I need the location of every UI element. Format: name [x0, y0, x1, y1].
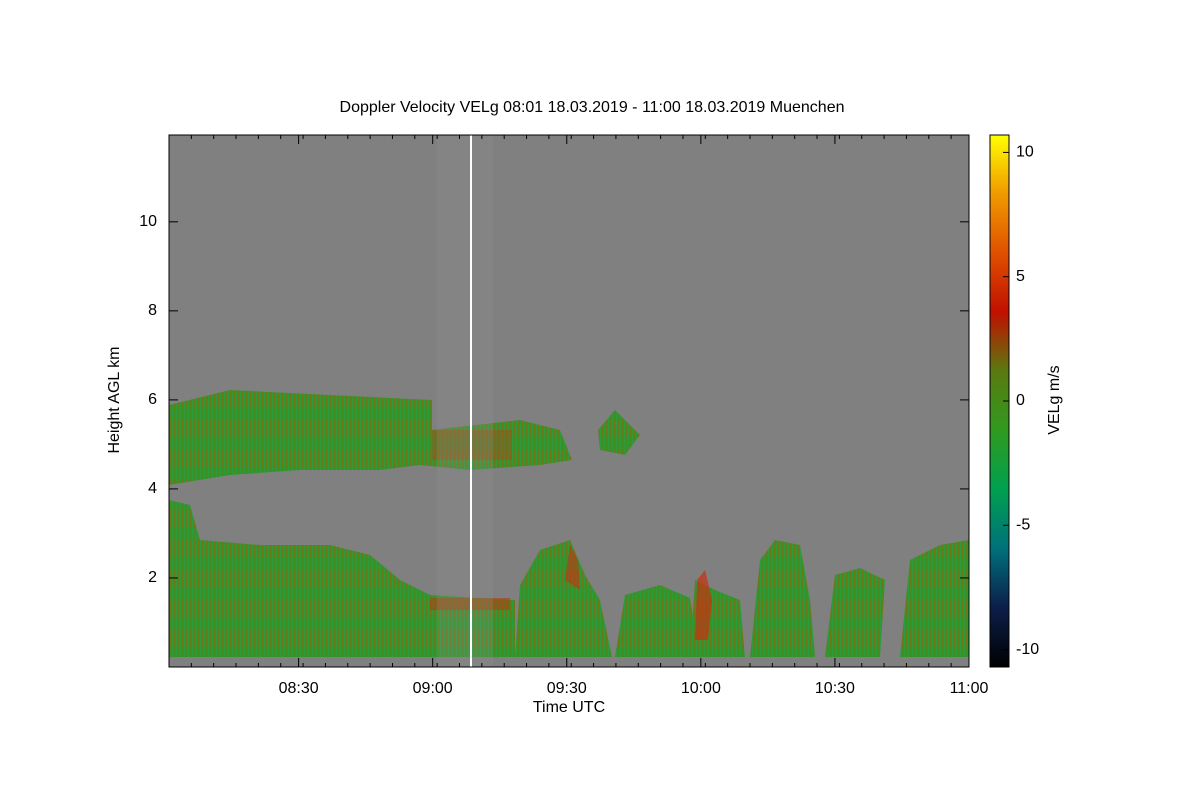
y-tick-label: 6 — [148, 391, 157, 408]
x-tick-label: 11:00 — [950, 680, 989, 697]
colorbar-tick-label: 10 — [1016, 144, 1034, 161]
x-tick-label: 09:00 — [413, 680, 453, 697]
colorbar-tick-label: 5 — [1016, 268, 1025, 285]
x-axis-label: Time UTC — [533, 699, 605, 716]
updraft — [695, 570, 712, 640]
y-tick-label: 10 — [139, 213, 157, 230]
cloud-cell — [825, 568, 885, 657]
y-tick-label: 8 — [148, 302, 157, 319]
x-tick-label: 09:30 — [547, 680, 587, 697]
colorbar-label: VELg m/s — [1046, 365, 1063, 434]
y-tick-label: 4 — [148, 480, 157, 497]
cloud-cell — [900, 540, 969, 657]
cloud-cell — [615, 585, 700, 657]
colorbar-tick-label: -10 — [1016, 641, 1039, 658]
cloud-layer — [598, 410, 640, 455]
plot-frame — [168, 134, 970, 668]
cloud-cell — [515, 540, 612, 657]
chart-title: Doppler Velocity VELg 08:01 18.03.2019 -… — [340, 99, 845, 116]
x-tick-label: 08:30 — [279, 680, 319, 697]
colorbar-tick-label: 0 — [1016, 392, 1025, 409]
cloud-layer — [169, 500, 515, 657]
noise-column — [437, 135, 493, 667]
field — [169, 135, 969, 667]
cloud-cell — [750, 540, 815, 657]
x-tick-label: 10:30 — [815, 680, 855, 697]
updraft — [565, 545, 580, 590]
x-tick-label: 10:00 — [681, 680, 721, 697]
y-tick-label: 2 — [148, 569, 157, 586]
y-axis-label: Height AGL km — [106, 346, 123, 453]
colorbar-tick-label: -5 — [1016, 517, 1030, 534]
